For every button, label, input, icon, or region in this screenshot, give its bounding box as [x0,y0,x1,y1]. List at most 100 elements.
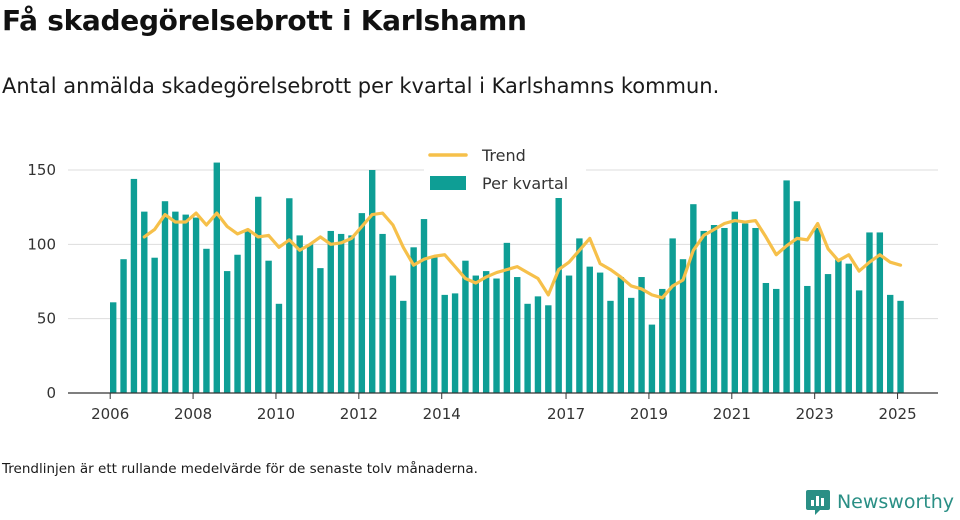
bar-2012-Q2 [369,170,376,393]
bar-2023-Q1 [814,227,821,393]
bar-2021-Q4 [762,282,770,393]
bar-2024-Q4 [887,294,894,393]
y-tick-label: 50 [37,310,56,328]
bar-2007-Q2 [161,201,169,393]
bar-2006-Q3 [130,178,138,393]
bar-2023-Q2 [824,274,832,393]
y-tick-label: 0 [46,384,56,402]
bar-2014-Q2 [451,293,459,393]
x-tick-label: 2017 [547,405,585,423]
bar-2010-Q1 [275,303,283,393]
brand-name: Newsworthy [836,491,954,513]
bar-2020-Q4 [721,227,728,393]
trend-line [142,211,903,300]
bar-series-per-kvartal [110,162,904,393]
legend-label-per-kvartal: Per kvartal [482,174,568,193]
bar-2007-Q4 [182,214,189,393]
bar-2014-Q1 [441,294,448,393]
x-tick-label: 2006 [91,405,129,423]
brand-logo: Newsworthy [805,488,954,516]
bar-2015-Q1 [482,271,490,393]
chart-title: Få skadegörelsebrott i Karlshamn [2,4,527,37]
bar-2016-Q3 [545,305,552,393]
footnote: Trendlinjen är ett rullande medelvärde f… [2,461,478,477]
bar-2015-Q3 [503,242,511,393]
x-tick-label: 2012 [340,405,378,423]
bar-2008-Q4 [223,271,231,393]
bar-2017-Q4 [596,272,604,393]
bar-2022-Q2 [783,180,790,393]
bar-2016-Q4 [555,177,562,393]
bar-2010-Q2 [286,198,293,393]
bar-2022-Q4 [804,285,811,393]
bar-2016-Q1 [524,303,531,393]
bar-2006-Q2 [120,259,127,393]
bar-2007-Q3 [172,211,179,393]
y-tick-label: 150 [27,161,56,179]
newsworthy-logo-icon [805,490,830,515]
legend-label-trend: Trend [481,146,526,165]
bar-2023-Q3 [835,259,842,393]
x-tick-label: 2023 [796,405,834,423]
bar-2013-Q1 [400,300,407,393]
bar-2008-Q2 [203,248,210,393]
bar-2009-Q3 [255,196,262,393]
bar-2012-Q1 [358,213,366,393]
bar-2022-Q1 [773,288,780,393]
bar-2023-Q4 [845,263,852,393]
bar-2014-Q4 [472,275,479,393]
bar-2017-Q1 [565,275,573,393]
x-tick-label: 2019 [630,405,668,423]
bar-2011-Q4 [348,235,355,393]
bar-2006-Q4 [141,211,148,393]
bar-2015-Q4 [514,277,521,393]
bar-2020-Q2 [700,230,707,393]
bar-2013-Q3 [420,219,428,393]
bar-2009-Q4 [265,260,272,393]
bar-2021-Q3 [752,227,759,393]
bar-2012-Q3 [379,233,386,393]
legend: Trend Per kvartal [424,142,586,198]
bar-2024-Q3 [876,232,884,393]
legend-swatch-per-kvartal [430,176,466,190]
bar-2021-Q2 [741,223,749,393]
bar-2011-Q2 [327,230,334,393]
bar-2009-Q1 [234,254,241,393]
bar-2024-Q2 [866,232,873,393]
trend-series [142,211,903,300]
bar-2019-Q4 [679,259,687,393]
bar-2019-Q2 [659,288,666,393]
bar-2018-Q2 [617,277,625,393]
bar-2019-Q1 [648,324,656,393]
bar-2016-Q2 [534,296,542,393]
bar-2007-Q1 [151,257,158,393]
bar-2015-Q2 [493,278,500,393]
bar-chart: 2006 2008 2010 2012 2014 2017 2019 2021 2023 2025… [27,142,938,423]
bar-2013-Q4 [431,256,438,393]
bar-2011-Q1 [317,268,324,393]
bar-2018-Q3 [628,297,635,393]
bar-2008-Q1 [192,217,200,393]
bar-2020-Q3 [710,225,718,393]
bar-2012-Q4 [389,275,397,393]
x-tick-label: 2008 [174,405,212,423]
bar-2014-Q3 [462,260,469,393]
bar-2013-Q2 [410,247,417,393]
bar-2024-Q1 [855,290,863,393]
bar-2009-Q2 [244,230,252,393]
bar-2011-Q3 [337,233,345,393]
bar-2017-Q2 [576,238,583,393]
bar-2008-Q3 [213,162,220,393]
x-tick-label: 2014 [423,405,461,423]
bar-2021-Q1 [731,211,738,393]
bar-2018-Q4 [638,277,645,393]
bar-2019-Q3 [669,238,676,393]
bar-2010-Q4 [306,244,314,393]
bar-2010-Q3 [296,235,303,393]
bar-2022-Q3 [793,201,801,393]
bar-2018-Q1 [607,300,614,393]
x-axis: 2006 2008 2010 2012 2014 2017 2019 2021 2023 2025 [68,392,938,423]
x-tick-label: 2021 [713,405,751,423]
y-axis: 0 50 100 150 [27,161,56,402]
y-tick-label: 100 [27,235,56,253]
